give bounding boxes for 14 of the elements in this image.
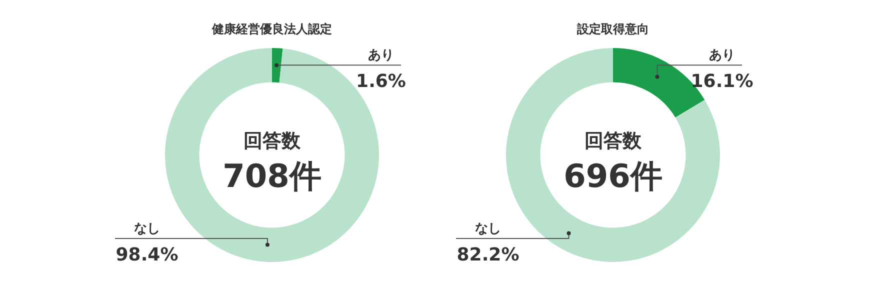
slice-label: あり	[709, 48, 735, 64]
chart-title: 健康経営優良法人認定	[211, 22, 332, 36]
text: 回答数	[244, 130, 302, 152]
text: 708件	[222, 157, 322, 195]
data-label: 1.6%	[356, 71, 406, 92]
data-label: 16.1%	[690, 71, 754, 92]
slice-label: あり	[368, 48, 394, 64]
slice-label: なし	[134, 221, 160, 236]
data-label: 82.2%	[456, 244, 520, 266]
data-label: 98.4%	[116, 244, 178, 266]
slice-label: なし	[475, 221, 501, 236]
text: 696件	[564, 157, 662, 195]
chart-title: 設定取得意向	[576, 22, 649, 36]
text: 回答数	[584, 130, 642, 152]
